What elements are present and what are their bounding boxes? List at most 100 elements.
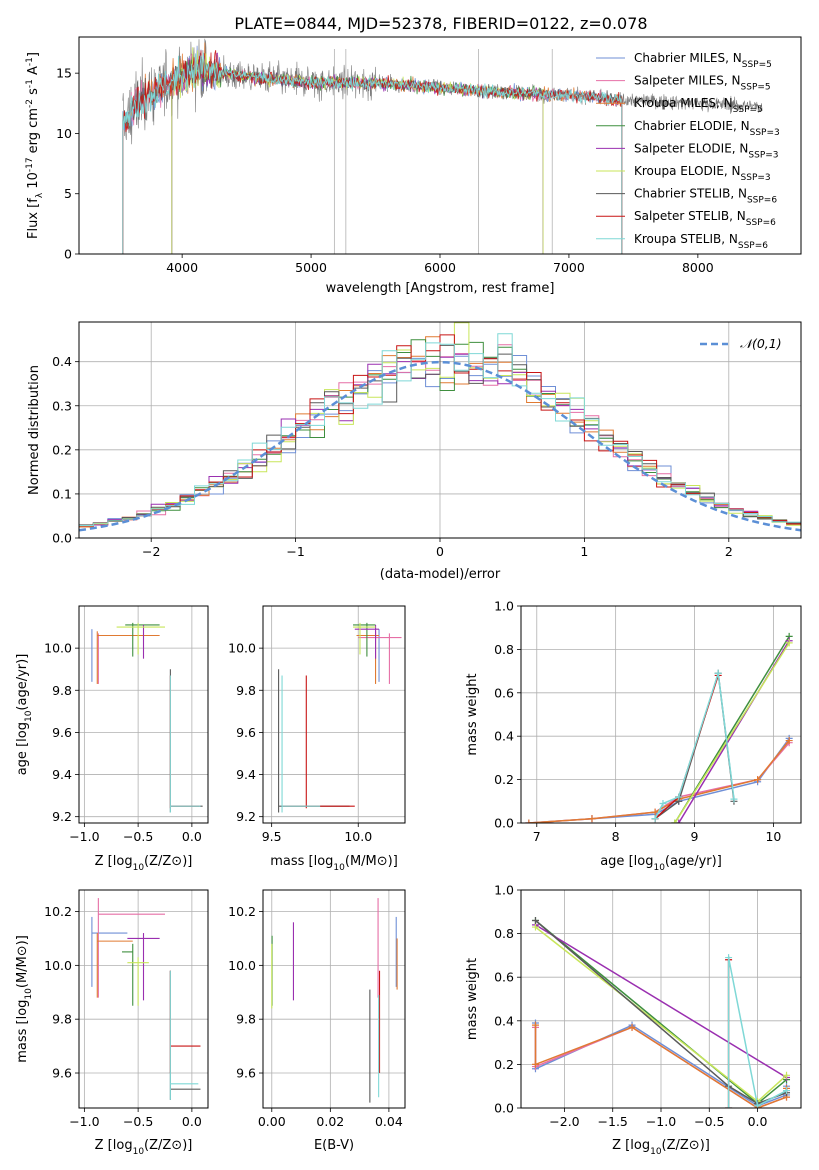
axes-frame <box>78 889 209 1109</box>
label-part: Chabrier ELODIE, N <box>634 119 750 133</box>
mass-weight-point-kroupa-elodie <box>783 1071 791 1079</box>
y-axis-label: age [log10(age/yr)] <box>15 654 34 776</box>
y-tick-label: 10.0 <box>228 641 256 656</box>
chart-panel-3: −1.0 −0.5 0.09.29.49.69.810.0Z [log10(Z/Z⊙… <box>15 605 209 873</box>
x-axis-label: mass [log10(M/M⊙)] <box>270 854 398 873</box>
label-part: erg cm <box>26 108 41 157</box>
label-part: SSP=5 <box>733 105 763 115</box>
label-part: A <box>26 66 41 79</box>
y-tick-label: 0.2 <box>52 442 72 457</box>
x-tick-label: −2 <box>142 544 160 559</box>
x-tick-label: 10 <box>765 829 781 844</box>
x-tick-label: 7 <box>533 829 541 844</box>
x-tick-label: −1.0 <box>646 1114 676 1129</box>
label-part: λ <box>35 192 45 198</box>
y-tick-label: 0.4 <box>52 354 72 369</box>
y-tick-label: 9.4 <box>52 767 72 782</box>
x-tick-label: −1 <box>286 544 304 559</box>
y-axis-label: Normed distribution <box>27 365 42 495</box>
label-part: Z [ <box>95 1138 113 1153</box>
mass-weight-point-chabrier-stelib <box>531 917 539 925</box>
label-part: Kroupa MILES, N <box>634 96 733 110</box>
x-tick-label: 0.02 <box>316 1114 344 1129</box>
x-tick-label: 7000 <box>553 260 585 275</box>
label-part: log <box>630 1138 650 1153</box>
mass-weight-point-kroupa-miles <box>754 776 762 784</box>
mass-weight-point-kroupa-stelib <box>659 799 667 807</box>
label-part: Flux [f <box>26 198 41 239</box>
mass-weight-point-kroupa-elodie <box>785 639 793 647</box>
label-part: mass weight <box>465 958 480 1040</box>
label-part: log <box>15 722 30 742</box>
mass-weight-point-kroupa-stelib <box>730 795 738 803</box>
label-part: 10 <box>133 863 145 873</box>
y-tick-label: 0.2 <box>494 1057 514 1072</box>
plot-area <box>122 38 763 254</box>
legend-label-salpeter-miles: Salpeter MILES, NSSP=5 <box>634 74 771 93</box>
y-axis-label: mass weight <box>465 673 480 755</box>
x-tick-label: 0.0 <box>748 1114 768 1129</box>
y-tick-label: 9.8 <box>236 1012 256 1027</box>
y-tick-label: 0.4 <box>494 729 514 744</box>
plot-area <box>91 622 203 813</box>
x-tick-label: 1 <box>580 544 588 559</box>
x-tick-label: −0.5 <box>123 829 153 844</box>
label-part: (age/yr)] <box>15 654 30 711</box>
mass-weight-point-kroupa-miles <box>785 737 793 745</box>
label-part: Chabrier MILES, N <box>634 51 742 65</box>
chart-panel-6: −1.0 −0.5 0.09.69.810.010.2Z [log10(Z/Z⊙)]… <box>15 889 209 1157</box>
y-tick-label: 9.6 <box>236 1066 256 1081</box>
plot-area <box>79 322 801 532</box>
x-tick-label: 2 <box>725 544 733 559</box>
x-tick-label: −0.5 <box>123 1114 153 1129</box>
label-part: (Z/Z⊙)] <box>144 1138 192 1153</box>
label-part: Z [ <box>612 1138 630 1153</box>
label-part: (M/M⊙)] <box>15 935 30 988</box>
y-tick-label: 10.2 <box>228 904 256 919</box>
label-part: E(B-V) <box>314 1138 354 1153</box>
y-tick-label: 0.0 <box>494 1101 514 1116</box>
y-tick-label: 0.2 <box>494 772 514 787</box>
label-part: Salpeter STELIB, N <box>634 209 746 223</box>
legend-label-chabrier-stelib: Chabrier STELIB, NSSP=6 <box>634 187 777 206</box>
y-tick-label: 1.0 <box>494 883 514 898</box>
y-tick-label: 9.8 <box>52 683 72 698</box>
mass-weight-point-kroupa-miles <box>588 815 596 823</box>
y-tick-label: 0.0 <box>494 816 514 831</box>
axes-frame <box>78 605 209 824</box>
y-tick-label: 10.2 <box>44 904 72 919</box>
label-part: 10 <box>333 863 345 873</box>
axes-frame <box>262 605 406 824</box>
y-tick-label: 0.0 <box>52 531 72 546</box>
y-tick-label: 0.8 <box>494 642 514 657</box>
label-part: SSP=6 <box>747 196 777 206</box>
label-part: 10 <box>650 1147 662 1157</box>
axes-frame <box>520 605 802 824</box>
x-axis-label: Z [log10(Z/Z⊙)] <box>612 1138 710 1157</box>
figure-title: PLATE=0844, MJD=52378, FIBERID=0122, z=0… <box>234 14 647 33</box>
label-part: Chabrier STELIB, N <box>634 187 747 201</box>
x-axis-label: E(B-V) <box>314 1138 354 1153</box>
mass-weight-point-kroupa-elodie <box>531 923 539 931</box>
y-tick-label: 0.3 <box>52 398 72 413</box>
model-spectrum-kroupa-stelib <box>122 52 623 254</box>
chart-panel-4: 9.5 10.0 9.2 9.4 9.6 9.8 10.0 mass [log10(M/M⊙)… <box>228 605 406 873</box>
x-tick-label: 6000 <box>424 260 456 275</box>
mass-weight-line-kroupa-stelib <box>727 957 787 1108</box>
label-part: (data-model)/error <box>380 567 501 582</box>
y-tick-label: 15 <box>56 66 72 81</box>
label-part: Salpeter MILES, N <box>634 74 741 88</box>
label-part: log <box>634 854 654 869</box>
chart-panel-7: 0.00 0.02 0.04 9.6 9.8 10.0 10.2 E(B-V) <box>228 889 406 1153</box>
y-tick-label: 0.1 <box>52 486 72 501</box>
label-part: SSP=6 <box>746 218 776 228</box>
label-part: log <box>15 1000 30 1020</box>
y-tick-label: 0.4 <box>494 1013 514 1028</box>
y-tick-label: 9.2 <box>236 809 256 824</box>
label-part: Salpeter ELODIE, N <box>634 141 748 155</box>
legend-label-chabrier-miles: Chabrier MILES, NSSP=5 <box>634 51 772 70</box>
y-tick-label: 5 <box>64 186 72 201</box>
mass-weight-point-kroupa-stelib <box>783 1087 791 1095</box>
